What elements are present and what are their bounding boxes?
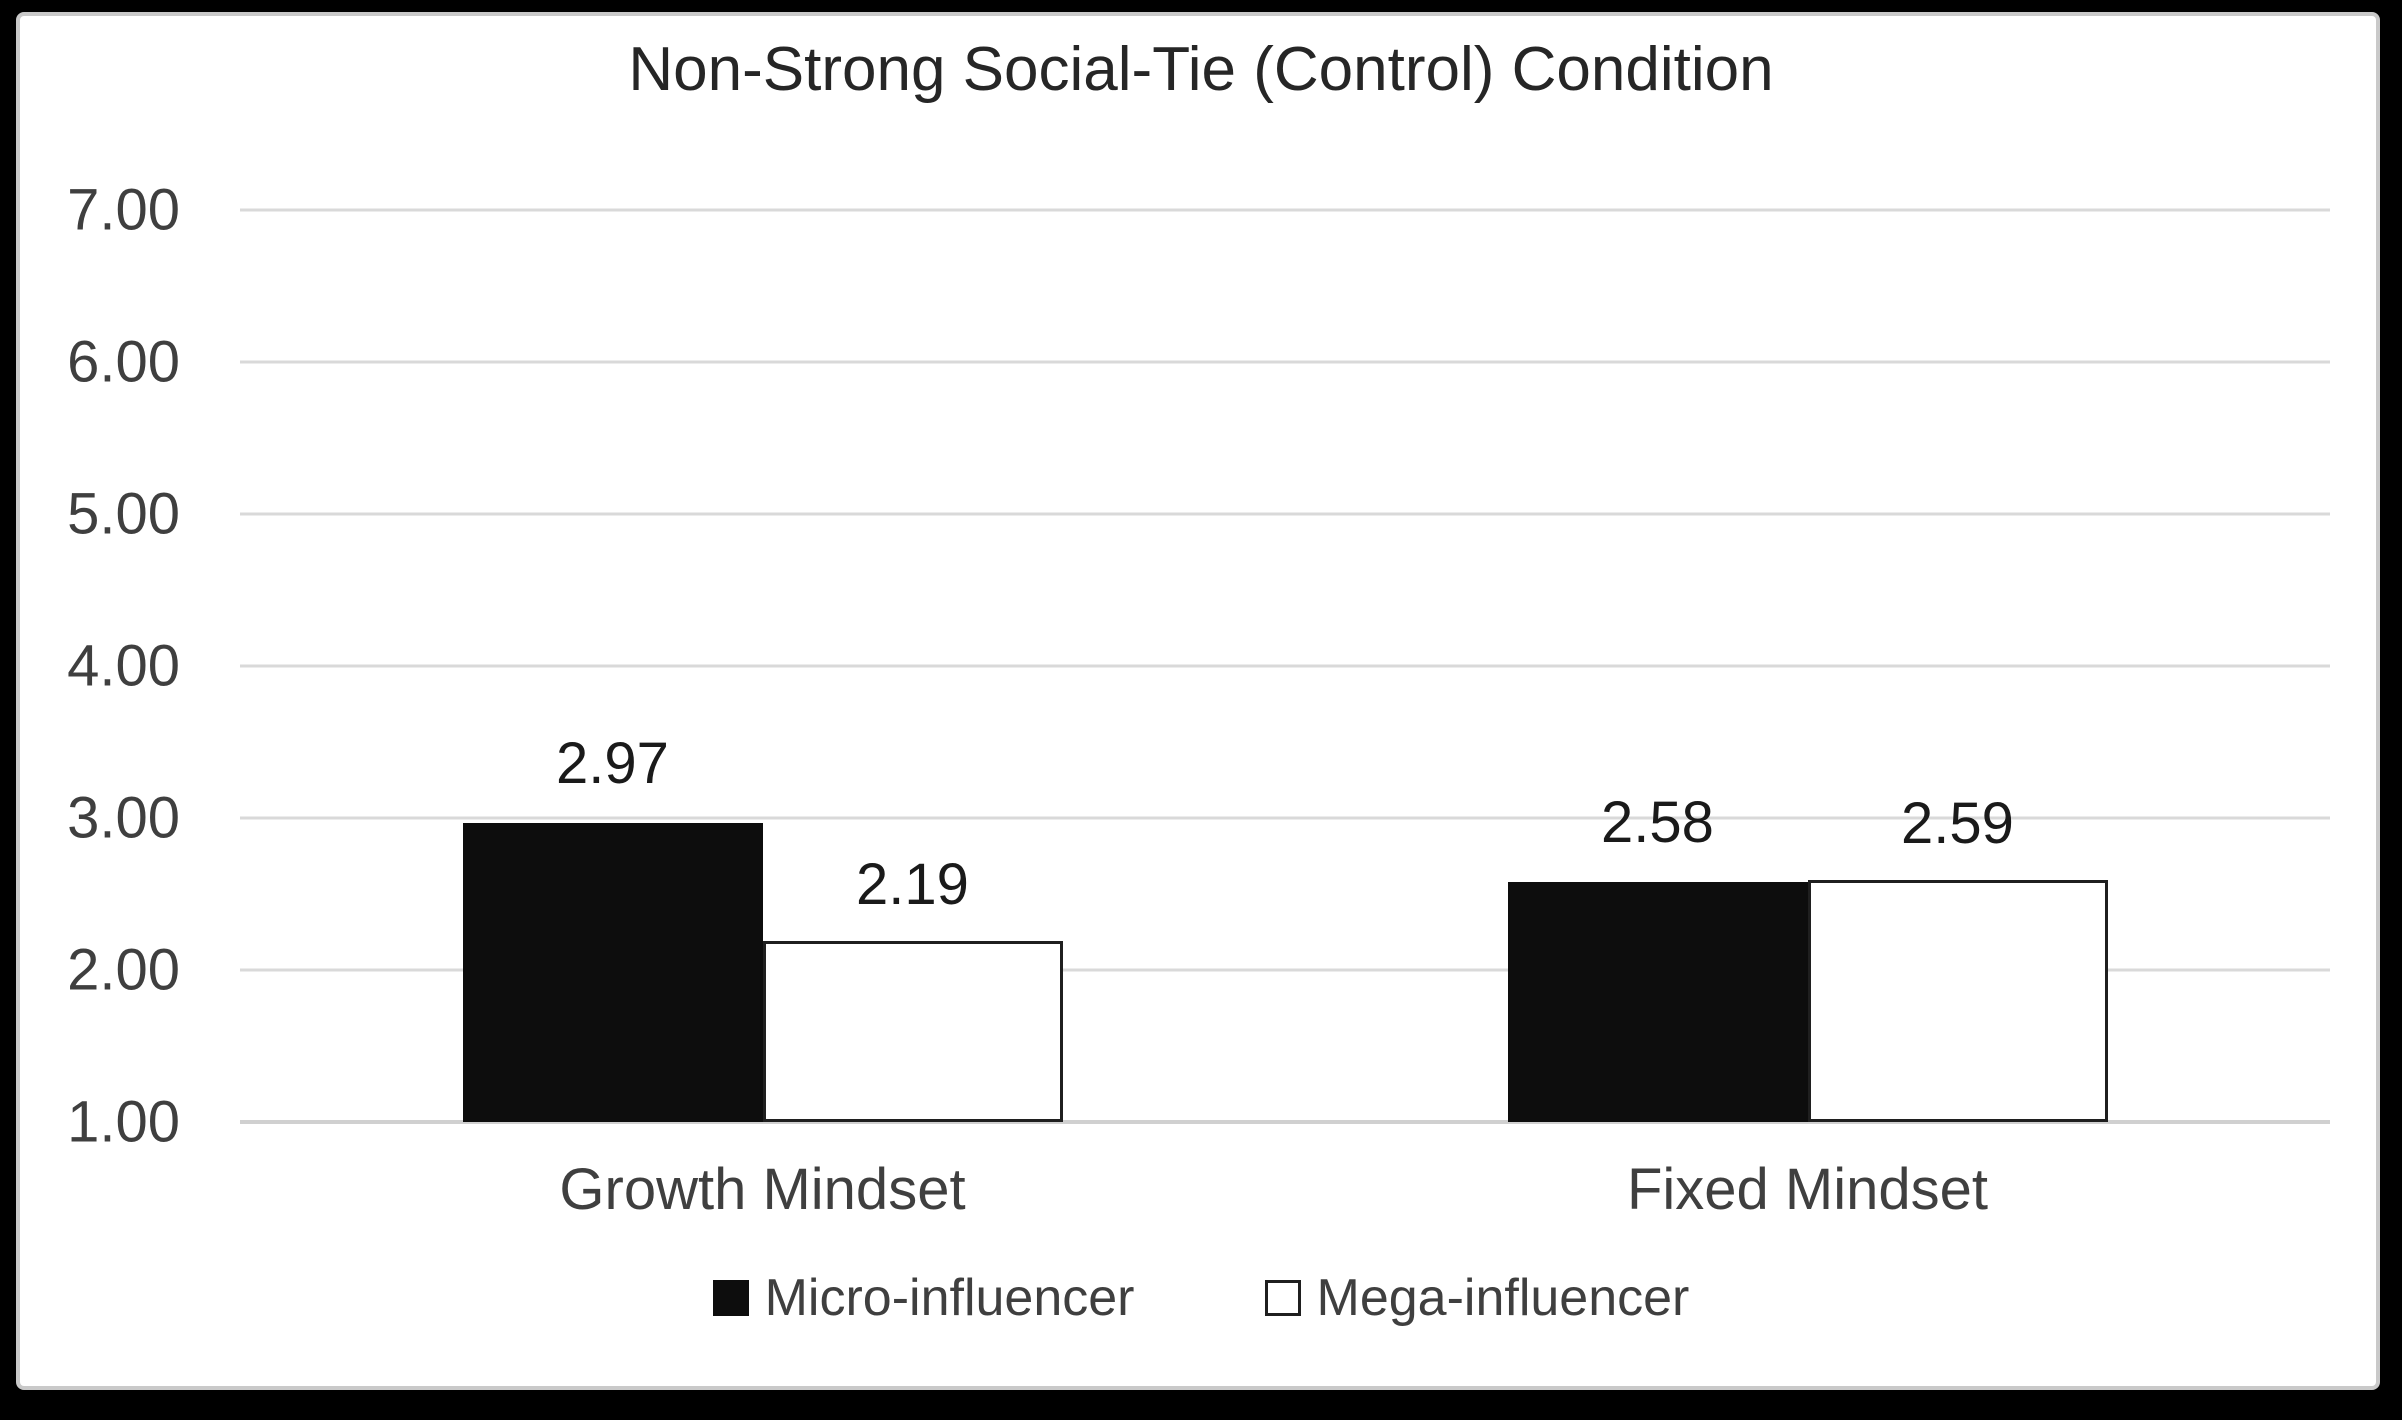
gridline-4.00 (240, 664, 2330, 668)
gridline-1.00 (240, 1120, 2330, 1124)
x-category-label: Fixed Mindset (1626, 1157, 1989, 1222)
gridline-6.00 (240, 360, 2330, 364)
chart-title: Non-Strong Social-Tie (Control) Conditio… (628, 35, 1774, 104)
y-tick-label: 1.00 (67, 1089, 180, 1155)
data-label: 2.19 (856, 852, 969, 918)
data-label: 2.58 (1601, 789, 1714, 855)
legend-swatch-icon (1264, 1280, 1301, 1316)
y-tick-label: 2.00 (67, 937, 180, 1003)
bar-micro-influencer-1: 2.97 (462, 731, 763, 1122)
y-tick-label: 5.00 (67, 481, 180, 547)
legend-item-micro-influencer: Micro-influencer (712, 1268, 1135, 1328)
legend-label: Mega-influencer (1316, 1269, 1690, 1327)
bar-mega-influencer-2: 2.59 (1807, 791, 2108, 1122)
y-axis: 7.00 6.00 5.00 4.00 3.00 2.00 1.00 (30, 178, 180, 1155)
gridline-3.00 (240, 816, 2330, 820)
legend: Micro-influencer Mega-influencer (0, 1268, 2402, 1328)
bar-micro-influencer-2: 2.58 (1507, 790, 1808, 1122)
y-tick-label: 6.00 (67, 329, 180, 395)
plot-area: 2.97 2.19 2.58 2.59 (240, 208, 2330, 1124)
legend-swatch-icon (712, 1280, 749, 1316)
x-axis: Growth Mindset Fixed Mindset (240, 1156, 2330, 1226)
legend-item-mega-influencer: Mega-influencer (1264, 1268, 1690, 1328)
data-label: 2.97 (556, 730, 669, 796)
data-label: 2.59 (1901, 791, 2014, 857)
bar-group-fixed-mindset: 2.58 2.59 (1507, 210, 2108, 1122)
chart-frame (16, 12, 2380, 1390)
y-tick-label: 7.00 (67, 177, 180, 243)
gridline-7.00 (240, 208, 2330, 212)
gridline-5.00 (240, 512, 2330, 516)
legend-label: Micro-influencer (764, 1269, 1135, 1327)
x-category-label: Growth Mindset (559, 1157, 966, 1222)
bar-mega-influencer-1: 2.19 (762, 852, 1063, 1122)
y-tick-label: 3.00 (67, 785, 180, 851)
gridline-2.00 (240, 968, 2330, 972)
bar-group-growth-mindset: 2.97 2.19 (462, 210, 1063, 1122)
y-tick-label: 4.00 (67, 633, 180, 699)
